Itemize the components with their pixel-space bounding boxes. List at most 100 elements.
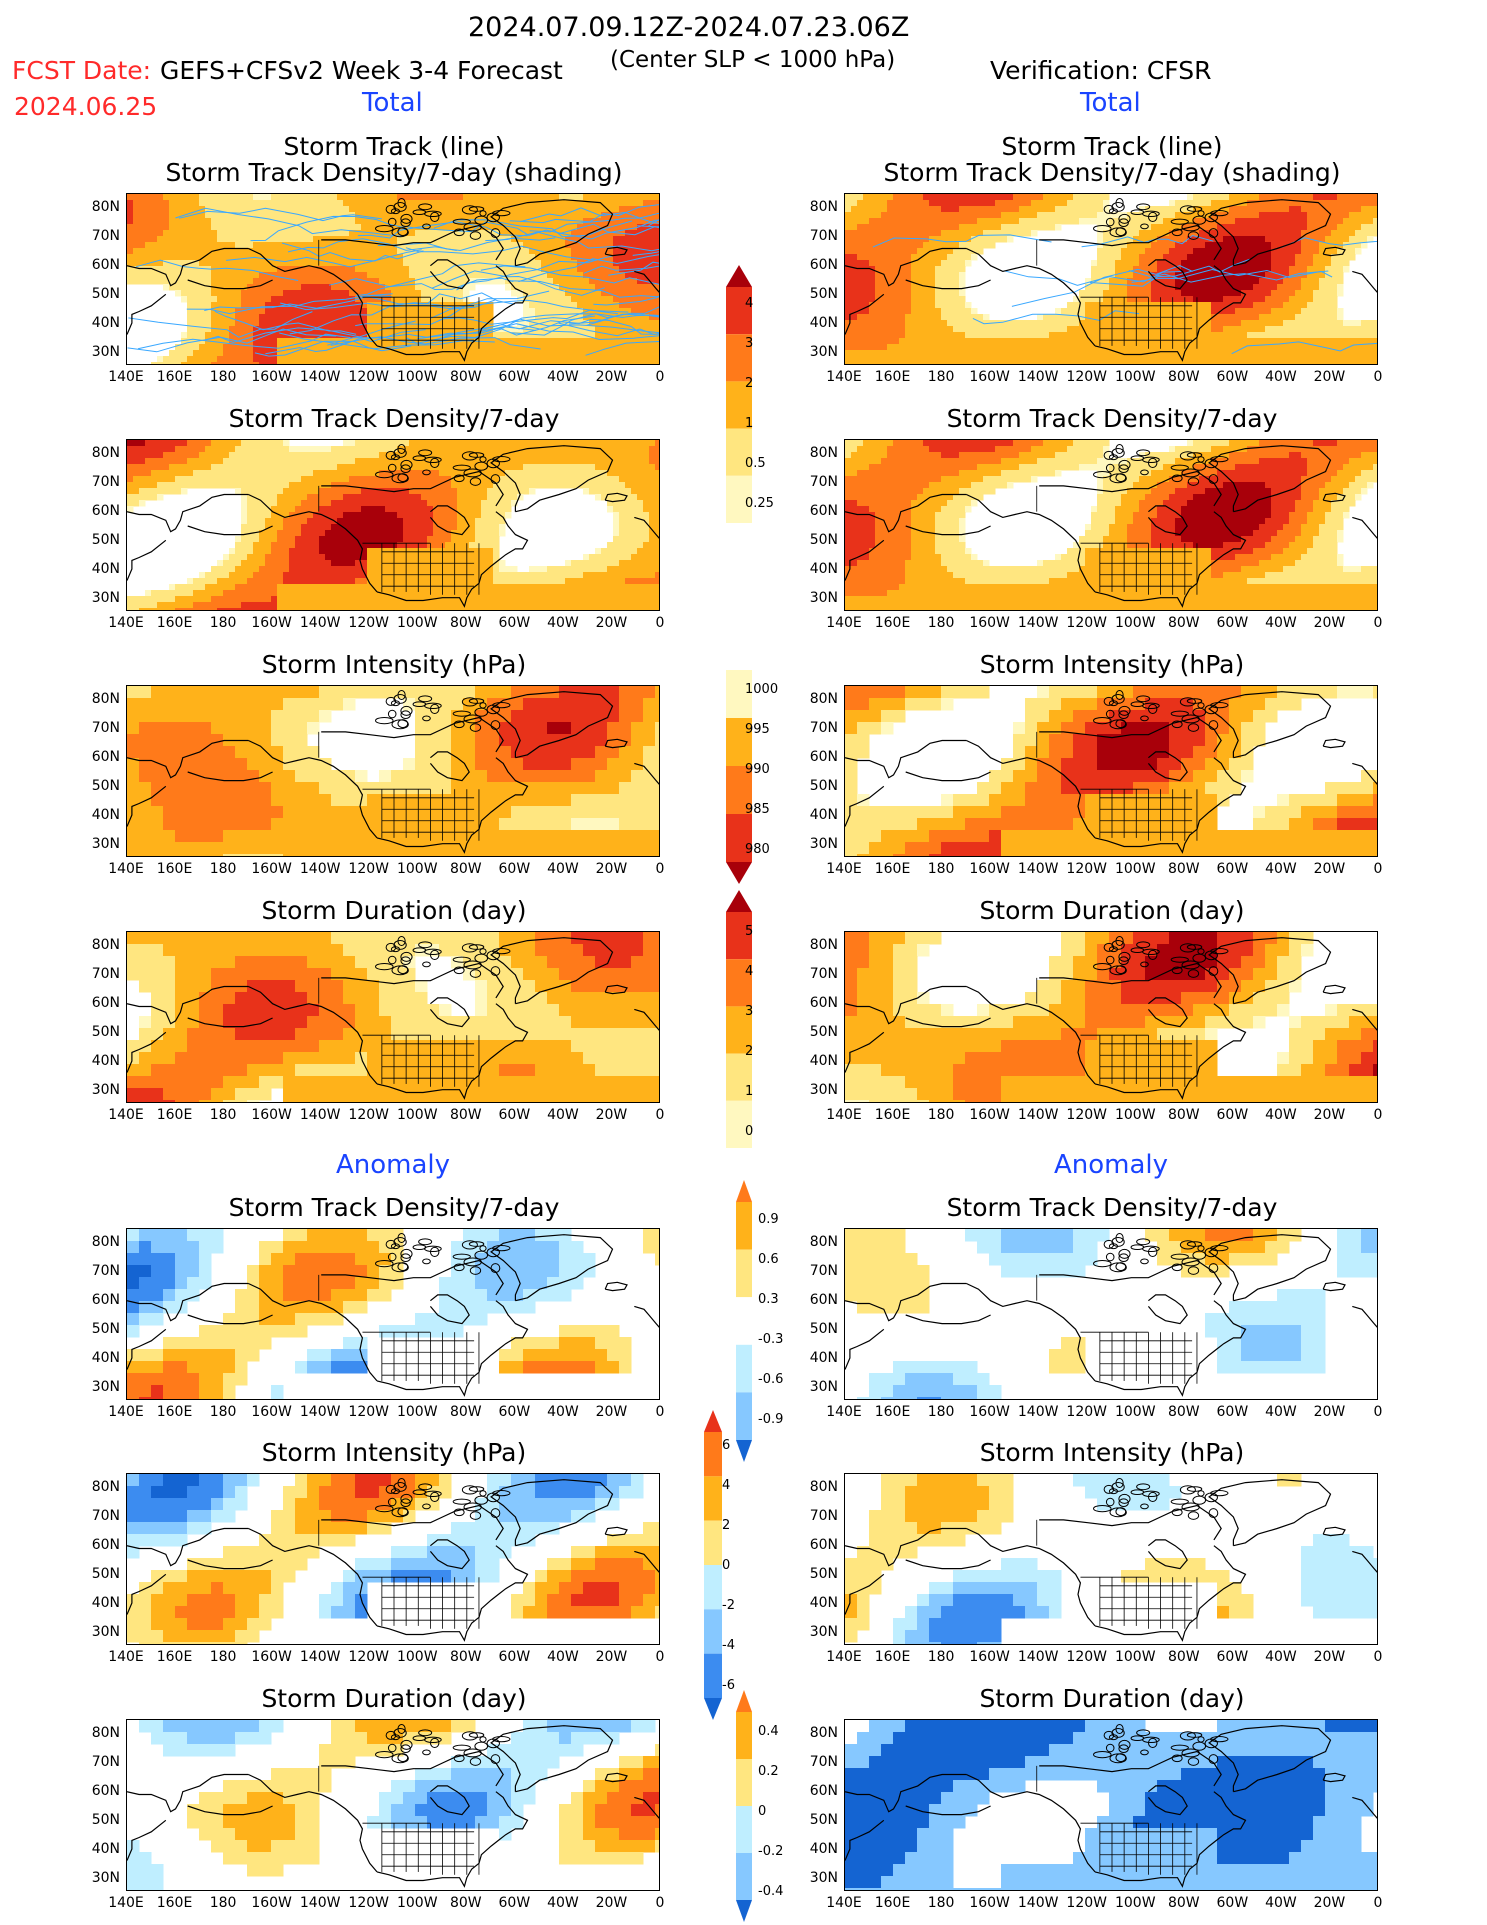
- shade-cell: [619, 206, 626, 213]
- shade-cell: [523, 338, 530, 345]
- shade-cell: [1097, 236, 1104, 243]
- shade-cell: [1103, 272, 1110, 279]
- shade-cell: [433, 200, 440, 207]
- shade-cell: [373, 290, 380, 297]
- shade-cell: [935, 242, 942, 249]
- shade-cell: [1277, 248, 1284, 255]
- shade-cell: [893, 212, 900, 219]
- shade-cell: [331, 242, 338, 249]
- shade-cell: [983, 236, 990, 243]
- shade-cell: [187, 272, 194, 279]
- shade-cell: [535, 338, 542, 345]
- shade-cell: [875, 218, 882, 225]
- shade-cell: [583, 446, 590, 453]
- shade-cell: [1169, 236, 1176, 243]
- shade-cell: [607, 200, 614, 207]
- shade-cell: [1043, 206, 1050, 213]
- shade-cell: [223, 320, 230, 327]
- shade-cell: [655, 278, 659, 285]
- shade-cell: [1361, 218, 1368, 225]
- shade-cell: [1277, 308, 1284, 315]
- shade-cell: [205, 344, 212, 351]
- shade-cell: [535, 230, 542, 237]
- shade-cell: [271, 308, 278, 315]
- shade-cell: [301, 206, 308, 213]
- shade-cell: [1253, 320, 1260, 327]
- shade-cell: [971, 236, 978, 243]
- shade-cell: [1283, 230, 1290, 237]
- shade-cell: [529, 212, 536, 219]
- shade-cell: [523, 272, 530, 279]
- shade-cell: [565, 260, 572, 267]
- shade-cell: [277, 302, 284, 309]
- shade-cell: [1295, 242, 1302, 249]
- shade-cell: [559, 362, 566, 364]
- shade-cell: [583, 278, 590, 285]
- shade-cell: [541, 296, 548, 303]
- shade-cell: [953, 212, 960, 219]
- shade-cell: [1289, 320, 1296, 327]
- shade-cell: [133, 230, 140, 237]
- shade-cell: [553, 272, 560, 279]
- shade-cell: [253, 236, 260, 243]
- shade-cell: [1289, 242, 1296, 249]
- shade-cell: [127, 218, 134, 225]
- shade-cell: [271, 278, 278, 285]
- shade-cell: [601, 194, 608, 201]
- shade-cell: [643, 290, 650, 297]
- shade-cell: [463, 326, 470, 333]
- shade-cell: [1223, 230, 1230, 237]
- shade-cell: [1277, 272, 1284, 279]
- shade-cell: [1319, 314, 1326, 321]
- shade-cell: [571, 224, 578, 231]
- shade-cell: [893, 218, 900, 225]
- shade-cell: [385, 230, 392, 237]
- shade-cell: [1181, 230, 1188, 237]
- shade-cell: [845, 272, 852, 279]
- shade-cell: [283, 284, 290, 291]
- shade-cell: [235, 296, 242, 303]
- shade-cell: [851, 260, 858, 267]
- shade-cell: [1253, 236, 1260, 243]
- shade-cell: [439, 362, 446, 364]
- shade-cell: [259, 266, 266, 273]
- shade-cell: [1343, 266, 1350, 273]
- criterion-label: (Center SLP < 1000 hPa): [610, 47, 896, 73]
- shade-cell: [421, 218, 428, 225]
- shade-cell: [307, 272, 314, 279]
- shade-cell: [1169, 278, 1176, 285]
- shade-cell: [953, 338, 960, 345]
- shade-cell: [355, 254, 362, 261]
- island-outline: [412, 209, 427, 216]
- shade-cell: [367, 194, 374, 201]
- shade-cell: [583, 212, 590, 219]
- shade-cell: [265, 314, 272, 321]
- shade-cell: [349, 194, 356, 201]
- shade-cell: [1085, 278, 1092, 285]
- shade-cell: [857, 278, 864, 285]
- shade-cell: [1367, 212, 1374, 219]
- fcst-date-value: 2024.06.25: [14, 92, 158, 121]
- shade-cell: [403, 440, 410, 447]
- shade-cell: [301, 362, 308, 364]
- shade-cell: [625, 302, 632, 309]
- shade-cell: [1175, 296, 1182, 303]
- shade-cell: [1229, 344, 1236, 351]
- shade-cell: [1211, 302, 1218, 309]
- shade-cell: [863, 266, 870, 273]
- shade-cell: [535, 356, 542, 363]
- shade-cell: [589, 302, 596, 309]
- shade-cell: [355, 200, 362, 207]
- shade-cell: [289, 446, 296, 453]
- shade-cell: [523, 248, 530, 255]
- shade-cell: [1187, 356, 1194, 363]
- shade-cell: [1019, 344, 1026, 351]
- shade-cell: [1325, 350, 1332, 357]
- shade-cell: [397, 356, 404, 363]
- shade-cell: [1331, 218, 1338, 225]
- shade-cell: [295, 362, 302, 364]
- shade-cell: [595, 314, 602, 321]
- shade-cell: [1343, 248, 1350, 255]
- shade-cell: [295, 326, 302, 333]
- shade-cell: [265, 446, 272, 453]
